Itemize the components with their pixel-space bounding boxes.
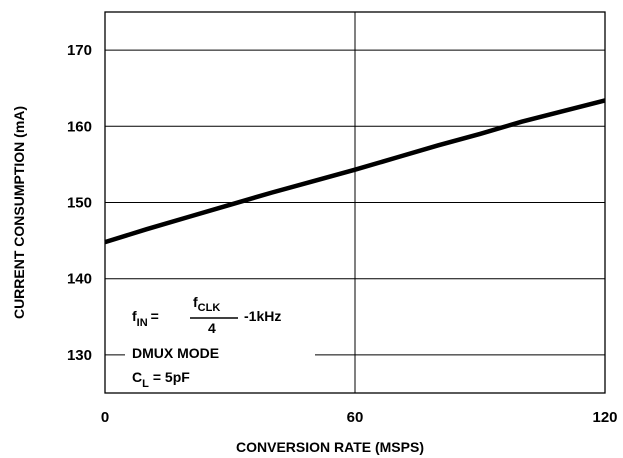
y-tick-labels: 130 140 150 160 170 [67, 42, 92, 364]
x-tick-label: 60 [347, 409, 364, 426]
annotation-background [125, 296, 315, 388]
y-tick-label: 130 [67, 347, 92, 364]
y-tick-label: 170 [67, 42, 92, 59]
x-tick-labels: 0 60 120 [101, 409, 618, 426]
y-tick-label: 140 [67, 271, 92, 288]
fin-suffix: -1kHz [244, 308, 281, 324]
y-tick-label: 160 [67, 118, 92, 135]
x-tick-label: 120 [592, 409, 617, 426]
test-conditions-annotation: fIN = fCLK 4 -1kHz DMUX MODE CL = 5pF [132, 294, 281, 390]
y-tick-label: 150 [67, 195, 92, 212]
fraction-numerator: fCLK [193, 294, 220, 314]
grid-lines [105, 12, 605, 393]
fraction-denominator: 4 [208, 320, 216, 336]
y-axis-title: CURRENT CONSUMPTION (mA) [11, 106, 27, 319]
x-axis-title: CONVERSION RATE (MSPS) [236, 439, 424, 455]
fin-condition: fIN = [132, 308, 159, 329]
dmux-mode-label: DMUX MODE [132, 345, 219, 361]
plot-frame [104, 11, 606, 394]
current-consumption-line [104, 98, 606, 245]
x-tick-label: 0 [101, 409, 109, 426]
load-capacitance-label: CL = 5pF [132, 369, 190, 390]
